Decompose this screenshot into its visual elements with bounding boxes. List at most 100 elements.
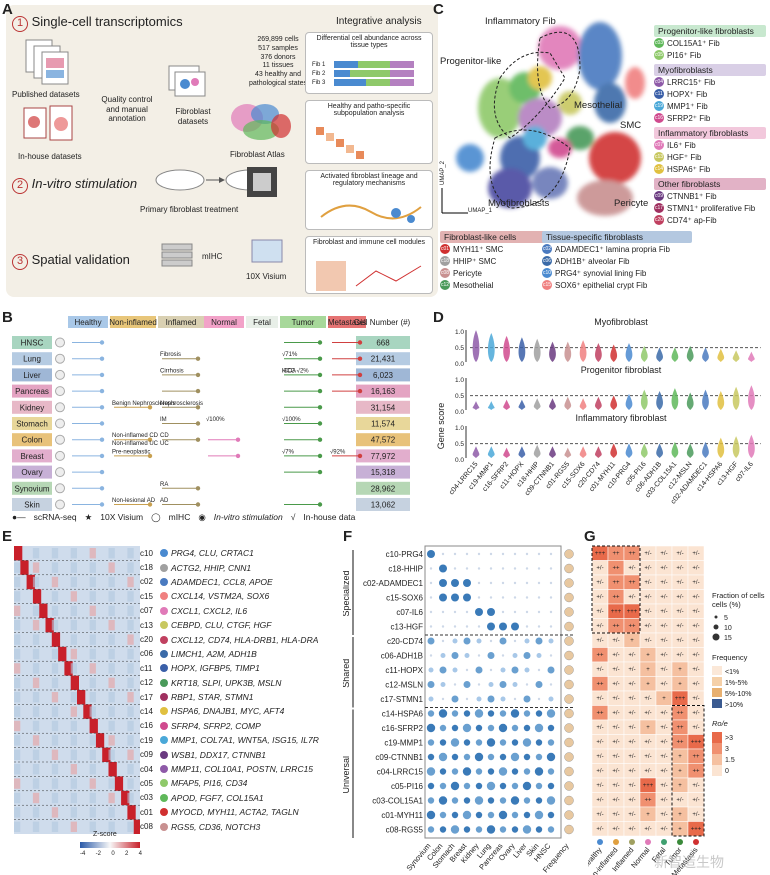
f-dot-16-9	[535, 782, 543, 790]
cluster-label: HHIP⁺ SMC	[453, 256, 497, 266]
cluster-id: c16	[140, 721, 153, 731]
right-legend-item-0-1: c05 PI16⁺ Fib	[654, 49, 766, 61]
heat-cell-5-12	[89, 620, 96, 631]
f-dot-4-6	[501, 610, 505, 614]
cluster-color-dot	[160, 808, 168, 817]
d-ytick-0-0: 1.0	[455, 329, 464, 336]
f-dot-15-2	[451, 768, 459, 775]
g-val-5-2: ++	[628, 624, 636, 630]
heat-diag-13	[95, 733, 105, 748]
violin-2-3	[518, 446, 526, 458]
heat-cell-2-9	[70, 576, 77, 588]
cell-bg-2	[356, 368, 410, 382]
heat-cell-16-6	[51, 778, 59, 789]
f-dot-14-7	[510, 752, 520, 762]
heat-cell-18-12	[89, 807, 96, 818]
heat-cell-12-0	[14, 720, 21, 732]
g-frac-dot-0	[714, 615, 718, 619]
cluster-label: ADH1B⁺ alveolar Fib	[555, 256, 630, 266]
f-dot-19-9	[535, 826, 543, 833]
note-16: RA	[160, 482, 168, 488]
g-val-0-0: +++	[595, 551, 606, 557]
heat-cell-6-3	[32, 634, 40, 645]
g-val-7-3: +	[646, 653, 650, 659]
cell-bg-3	[356, 384, 410, 398]
heat-cell-15-9	[70, 764, 77, 775]
heat-cell-10-15	[108, 692, 115, 703]
heat-cell-1-0	[14, 562, 21, 573]
g-val-9-6: +/-	[692, 682, 699, 688]
f-freq-19	[564, 824, 574, 835]
cluster-id: c06	[140, 649, 153, 659]
f-dot-13-3	[463, 739, 471, 746]
f-dot-5-0	[429, 625, 433, 628]
cluster-color-dot	[160, 736, 168, 745]
cell-bg-0	[356, 336, 410, 349]
cluster-label: Pericyte	[453, 268, 482, 278]
marker-dot-6-3	[235, 437, 241, 442]
g-freq-sw-3	[712, 699, 722, 708]
inhouse-graphic	[23, 105, 73, 141]
f-freq-14	[564, 752, 574, 762]
f-dot-11-6	[499, 710, 507, 717]
f-dot-5-6	[499, 622, 507, 631]
g-val-10-6: +/-	[692, 696, 699, 702]
f-dot-18-1	[439, 811, 447, 819]
heat-cell-7-9	[70, 648, 77, 660]
note-10: CD	[160, 433, 169, 439]
g-val-9-4: +/-	[660, 682, 667, 688]
g-val-16-2: +/-	[628, 783, 635, 789]
g-val-15-6: ++	[692, 769, 700, 775]
step2: 2 In-vitro stimulation	[12, 176, 137, 194]
g-val-9-5: +	[678, 682, 682, 688]
marker-genes: CEBPD, CLU, CTGF, HGF	[171, 620, 272, 631]
f-dot-16-0	[427, 782, 435, 790]
tissue-0: HNSC	[21, 339, 44, 348]
g-val-15-3: +/-	[644, 769, 651, 775]
heat-cell-6-0	[14, 634, 21, 645]
note-11: Non-inflamed UC	[112, 441, 159, 447]
umap-label-progenitor: Progenitor-like	[440, 56, 502, 67]
g-val-6-6: +/-	[692, 638, 699, 644]
heat-cell-15-0	[14, 764, 21, 775]
gene-list: c10 PRG4, CLU, CRTAC1 c18 ACTG2, HHIP, CNN1…	[140, 546, 340, 834]
legend-visium: 10X Visium	[100, 512, 144, 522]
heat-cell-2-12	[89, 576, 96, 588]
f-dot-13-10	[547, 739, 555, 746]
bl-legend-head-0: Fibroblast-like cells	[440, 231, 545, 243]
g-roe-title: Ro/e	[712, 719, 728, 728]
heat-cell-16-0	[14, 778, 21, 789]
f-dot-12-2	[451, 724, 459, 732]
d-ytick-1-2: 0.0	[455, 409, 464, 416]
heat-cell-13-18	[127, 735, 134, 746]
g-val-18-3: +	[646, 812, 650, 818]
gene-row: c07 CXCL1, CXCL2, IL6	[140, 604, 340, 618]
heat-cell-3-12	[89, 591, 96, 602]
integrative-title: Integrative analysis	[336, 16, 422, 27]
panel-d-letter: D	[433, 309, 444, 326]
cell-count-10: 13,062	[371, 501, 396, 510]
heat-cell-19-15	[108, 821, 115, 832]
f-dot-12-6	[498, 723, 508, 733]
gene-row: c11 HOPX, IGFBP5, TIMP1	[140, 661, 340, 675]
g-val-8-0: +/-	[596, 667, 603, 673]
cell-count-2: 6,023	[373, 371, 394, 380]
organ-icon-5	[55, 418, 65, 429]
violin-0-13	[671, 347, 679, 362]
f-dot-18-9	[534, 810, 544, 820]
heat-cell-8-18	[127, 663, 134, 674]
cluster-label: HGF⁺ Fib	[667, 152, 702, 162]
f-dot-1-5	[489, 567, 493, 570]
note-6: IM	[160, 417, 167, 423]
cluster-label: LRRC15⁺ Fib	[667, 77, 716, 87]
heat-cell-15-3	[32, 764, 40, 775]
g-val-12-0: +/-	[596, 725, 603, 731]
panel-b-letter: B	[2, 309, 13, 326]
f-dot-0-10	[549, 552, 553, 556]
g-val-5-4: +/-	[660, 624, 667, 630]
marker-dot-5-5	[317, 421, 323, 426]
zscore-ticks: -4 -2 0 2 4	[80, 851, 142, 857]
heat-cell-5-3	[32, 620, 40, 631]
col-head-4: Fetal	[253, 318, 271, 327]
f-dot-4-7	[513, 610, 517, 614]
